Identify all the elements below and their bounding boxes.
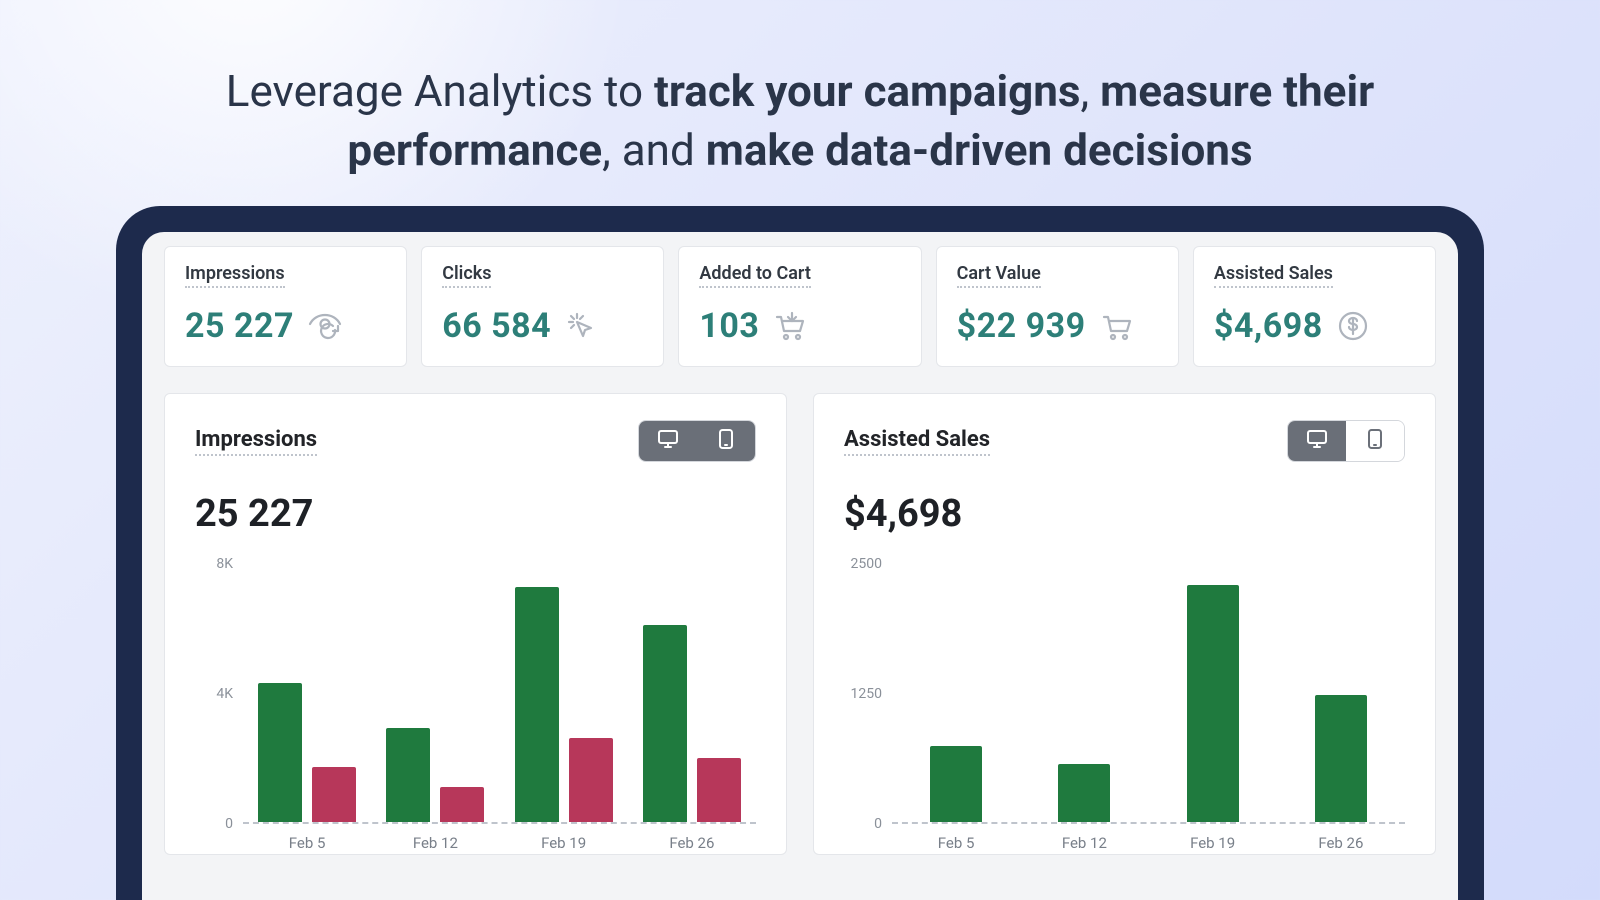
panel-title: Assisted Sales [844,427,990,456]
bar-group [1020,564,1148,822]
stat-card-value: 103 [699,306,759,346]
device-toggle [1287,420,1405,462]
toggle-mobile-button[interactable] [1346,421,1404,461]
stat-card-value: $4,698 [1214,306,1323,346]
bar-group [1149,564,1277,822]
mobile-icon [718,428,734,454]
bar-group [371,564,499,822]
dollar-circle-icon [1337,310,1369,342]
chart-panels-row: Impressions25 22704K8KFeb 5Feb 12Feb 19F… [164,393,1436,855]
stat-card[interactable]: Cart Value $22 939 [936,246,1179,367]
bar-group [243,564,371,822]
dashboard-screen: Impressions 25 227 Clicks 66 584 Added to Ca… [142,232,1458,900]
panel-big-value: 25 227 [195,492,756,536]
stat-card[interactable]: Impressions 25 227 [164,246,407,367]
toggle-desktop-button[interactable] [1288,421,1346,461]
stat-card[interactable]: Assisted Sales $4,698 [1193,246,1436,367]
stat-card-label: Impressions [185,263,285,288]
cart-add-icon [773,311,807,341]
bar [697,758,741,823]
bar [930,746,982,822]
bar [312,767,356,822]
bar [569,738,613,822]
stat-card-label: Added to Cart [699,263,810,288]
bar [386,728,430,822]
eye-refresh-icon [308,312,342,340]
stat-card-value: $22 939 [957,306,1086,346]
stat-card[interactable]: Added to Cart 103 [678,246,921,367]
desktop-icon [657,429,679,453]
stat-card-label: Clicks [442,263,491,288]
bar-group [628,564,756,822]
bar-group [892,564,1020,822]
bar-group [500,564,628,822]
device-frame: Impressions 25 227 Clicks 66 584 Added to Ca… [116,206,1484,900]
bar [1187,585,1239,822]
panel-big-value: $4,698 [844,492,1405,536]
chart-panel: Impressions 25 227 04K8KFeb 5Feb 12Feb 19F… [164,393,787,855]
device-toggle [638,420,756,462]
bar [1058,764,1110,822]
bar [643,625,687,822]
stat-card-label: Cart Value [957,263,1041,288]
bar-chart: 04K8KFeb 5Feb 12Feb 19Feb 26 [195,564,756,854]
bar [1315,695,1367,822]
stat-cards-row: Impressions 25 227 Clicks 66 584 Added to Ca… [164,246,1436,367]
x-axis-labels: Feb 5Feb 12Feb 19Feb 26 [243,828,756,854]
bar [515,587,559,822]
bar [258,683,302,822]
bar [440,787,484,822]
plot-area [243,564,756,824]
stat-card[interactable]: Clicks 66 584 [421,246,664,367]
chart-panel: Assisted Sales $4,698 012502500Feb 5Feb 12… [813,393,1436,855]
y-axis-labels: 012502500 [844,564,888,824]
cart-icon [1100,311,1134,341]
plot-area [892,564,1405,824]
panel-title: Impressions [195,427,317,456]
bar-group [1277,564,1405,822]
bar-chart: 012502500Feb 5Feb 12Feb 19Feb 26 [844,564,1405,854]
stat-card-label: Assisted Sales [1214,263,1333,288]
y-axis-labels: 04K8K [195,564,239,824]
toggle-desktop-button[interactable] [639,421,697,461]
hero-headline: Leverage Analytics to track your campaig… [0,62,1600,181]
cursor-click-icon [565,310,597,342]
toggle-mobile-button[interactable] [697,421,755,461]
desktop-icon [1306,429,1328,453]
stat-card-value: 66 584 [442,306,551,346]
stat-card-value: 25 227 [185,306,294,346]
mobile-icon [1367,428,1383,454]
x-axis-labels: Feb 5Feb 12Feb 19Feb 26 [892,828,1405,854]
